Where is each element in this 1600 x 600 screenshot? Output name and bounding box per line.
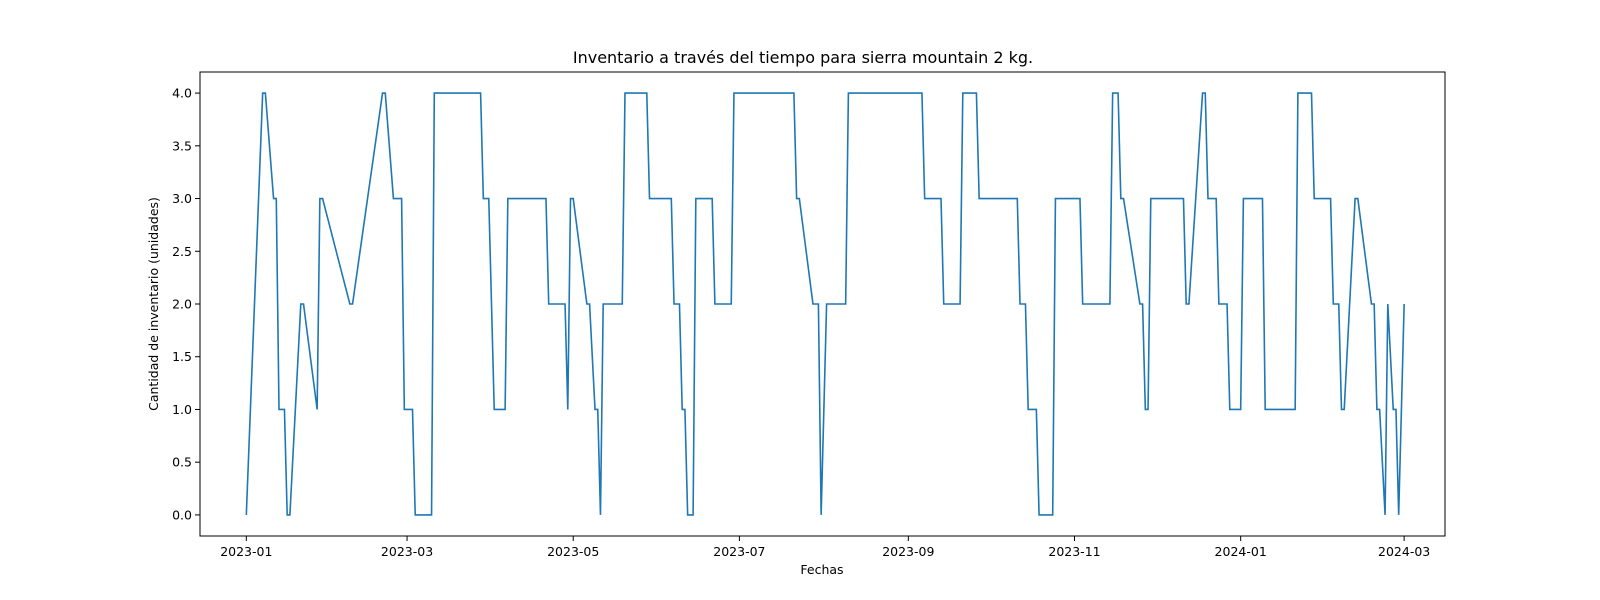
chart-title: Inventario a través del tiempo para sier… [573,48,1033,67]
x-tick-label: 2023-05 [547,544,599,559]
y-tick-label: 2.5 [172,244,192,259]
y-tick-label: 2.0 [172,297,192,312]
y-tick-label: 4.0 [172,86,192,101]
y-tick-label: 1.0 [172,402,192,417]
y-tick-label: 0.5 [172,455,192,470]
y-tick-label: 3.5 [172,138,192,153]
x-tick-label: 2023-07 [713,544,765,559]
plot-area [245,92,1405,516]
x-tick-label: 2024-01 [1215,544,1267,559]
x-tick-label: 2024-03 [1378,544,1430,559]
x-tick-label: 2023-03 [381,544,433,559]
y-axis: 0.0 0.5 1.0 1.5 2.0 2.5 3.0 3.5 4.0 [172,86,200,522]
y-axis-label: Cantidad de inventario (unidades) [146,197,161,411]
y-tick-label: 0.0 [172,507,192,522]
y-tick-label: 3.0 [172,191,192,206]
x-tick-label: 2023-01 [220,544,272,559]
x-tick-label: 2023-11 [1048,544,1100,559]
y-tick-label: 1.5 [172,349,192,364]
series-line [245,92,1405,516]
x-tick-label: 2023-09 [882,544,934,559]
x-axis-label: Fechas [800,562,843,577]
x-axis: 2023-01 2023-03 2023-05 2023-07 2023-09 2023-… [220,536,1430,559]
